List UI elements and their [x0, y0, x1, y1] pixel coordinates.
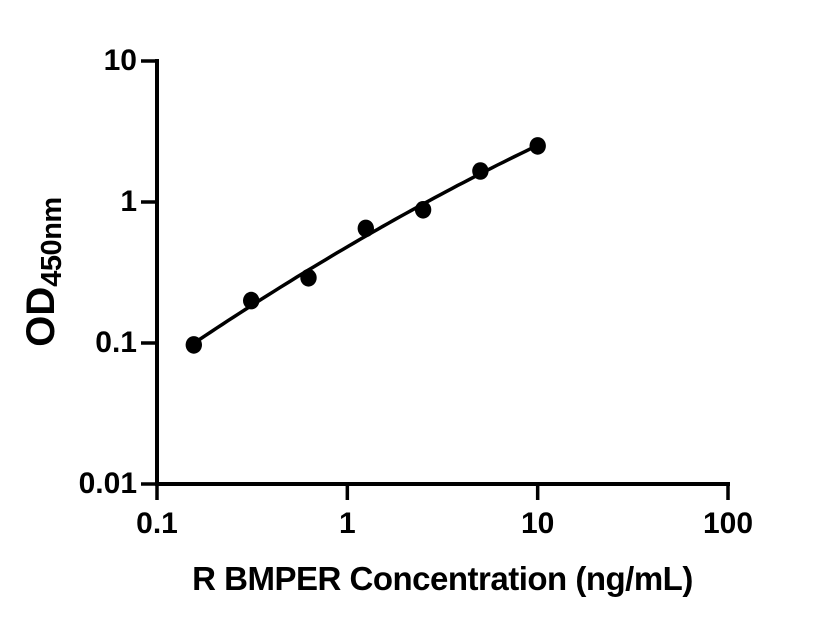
- y-tick-label: 0.01: [78, 467, 137, 500]
- x-tick-label: 10: [521, 507, 555, 540]
- y-axis-title: OD450nm: [19, 197, 68, 346]
- y-tick-label: 1: [120, 185, 137, 218]
- data-point: [414, 201, 432, 219]
- data-point: [243, 291, 260, 310]
- data-point: [357, 219, 374, 238]
- y-tick-label: 10: [103, 44, 137, 77]
- data-point: [300, 269, 317, 287]
- x-tick-label: 0.1: [136, 507, 178, 540]
- x-tick-label: 100: [702, 507, 754, 540]
- y-tick-label: 0.1: [95, 326, 137, 359]
- x-tick-label: 1: [338, 507, 356, 540]
- data-point: [529, 137, 546, 155]
- x-axis-title: R BMPER Concentration (ng/mL): [192, 560, 693, 597]
- data-point: [472, 162, 489, 180]
- data-point: [185, 336, 202, 354]
